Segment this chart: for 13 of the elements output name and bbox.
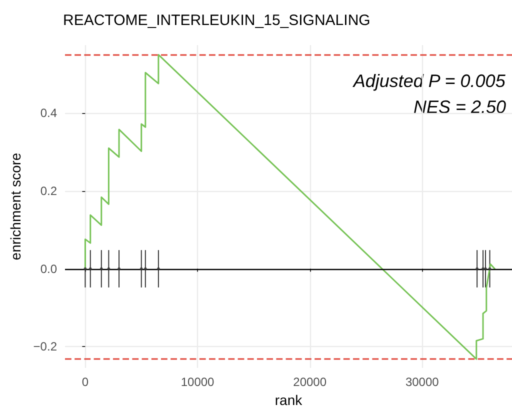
y-axis-title: enrichment score xyxy=(7,152,24,260)
x-tick-label: 20000 xyxy=(293,375,327,389)
annotation: NES = 2.50 xyxy=(413,97,506,117)
y-tick-label: 0.2 xyxy=(40,184,58,198)
y-tick-label: 0.4 xyxy=(40,106,58,120)
x-tick-label: 0 xyxy=(82,375,89,389)
x-tick-label: 10000 xyxy=(180,375,215,389)
x-tick-label: 30000 xyxy=(405,375,440,389)
chart-title: REACTOME_INTERLEUKIN_15_SIGNALING xyxy=(63,12,370,29)
y-tick-label: 0.0 xyxy=(40,262,58,276)
y-tick-label: −0.2 xyxy=(33,340,58,354)
x-axis-title: rank xyxy=(274,392,304,408)
annotation: Adjusted P = 0.005 xyxy=(352,71,506,91)
